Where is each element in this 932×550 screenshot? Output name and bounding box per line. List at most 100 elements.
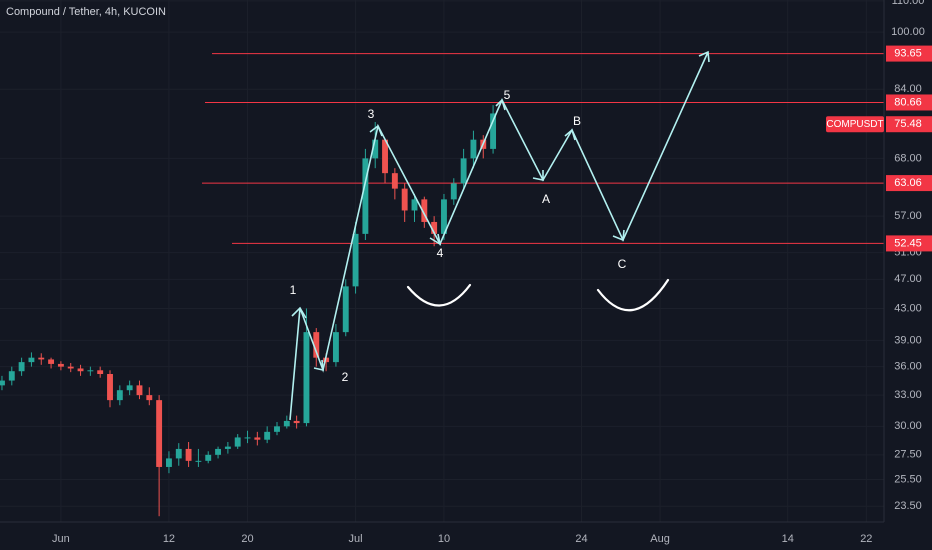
candle-body (77, 368, 84, 372)
y-tick-label: 84.00 (894, 83, 922, 95)
candle-body (156, 400, 163, 467)
candle-body (136, 385, 143, 396)
grid (0, 0, 884, 522)
arrow-head (291, 306, 307, 319)
level-label-box (886, 235, 932, 252)
arrow-head (564, 128, 576, 141)
arrow-head (612, 229, 625, 242)
candle-body (283, 420, 290, 427)
candle-body (18, 362, 25, 372)
y-tick-label: 47.00 (894, 273, 922, 285)
axes: 23.50 25.50 27.50 30.00 33.00 36.00 39.00 43.00… (52, 0, 932, 545)
y-tick-label: 36.00 (894, 361, 922, 373)
arrow-head (313, 359, 324, 372)
level-label: 52.45 (894, 237, 922, 249)
candle-body (362, 158, 369, 234)
candle-body (264, 431, 271, 440)
y-tick-label: 100.00 (891, 26, 925, 38)
level-label: 80.66 (894, 96, 922, 108)
y-tick-label: 43.00 (894, 302, 922, 314)
x-tick-label: 14 (782, 533, 794, 545)
candle-body (391, 173, 398, 189)
wave-label: 3 (368, 107, 375, 121)
candle-body (382, 139, 388, 174)
wave-label: 5 (504, 88, 511, 102)
x-tick-label: Jul (349, 533, 363, 545)
candle-body (450, 183, 457, 200)
candle-body (244, 437, 251, 439)
candle-body (293, 420, 300, 424)
wave-label: 2 (342, 370, 349, 384)
candle-body (67, 366, 74, 369)
arrow-head (495, 98, 506, 111)
candle-body (470, 139, 477, 159)
candle-body (146, 395, 153, 401)
candle-body (28, 357, 35, 363)
smile-curve (596, 278, 670, 312)
wave-labels: 1 2 3 4 5 A B C (290, 88, 627, 384)
smile-drawings (406, 278, 670, 312)
candle-body (116, 390, 123, 401)
wave-label: B (573, 114, 581, 128)
x-tick-label: Aug (650, 533, 670, 545)
level-label-box (886, 175, 932, 192)
candles (0, 105, 497, 517)
x-tick-label: 10 (438, 533, 450, 545)
candle-body (460, 158, 467, 184)
x-tick-label: 12 (163, 533, 175, 545)
y-tick-label: 27.50 (894, 449, 922, 461)
arrow-head (532, 170, 544, 181)
candle-body (126, 385, 133, 391)
wave-label: 1 (290, 283, 297, 297)
candle-body (97, 370, 104, 374)
candle-body (8, 371, 15, 381)
y-tick-label: 110.00 (892, 0, 925, 7)
price-name: COMPUSDT (826, 119, 883, 130)
y-tick-label: 25.50 (894, 473, 922, 485)
candle-body (0, 380, 5, 386)
candle-body (274, 426, 280, 432)
y-tick-label: 23.50 (894, 500, 922, 512)
x-tick-label: 22 (860, 533, 872, 545)
candle-body (165, 458, 172, 467)
candle-body (254, 437, 261, 440)
candle-body (185, 448, 192, 461)
candle-body (38, 357, 45, 360)
candle-body (107, 373, 113, 401)
candle-body (87, 370, 94, 372)
candle-body (431, 221, 438, 234)
candle-body (441, 199, 447, 234)
candle-body (490, 113, 497, 149)
arrow-head (369, 124, 383, 137)
candle-body (313, 332, 320, 358)
level-label: 93.65 (894, 47, 922, 59)
price-value-box (886, 116, 932, 133)
arrow-head (698, 50, 710, 63)
smile-curve (406, 283, 472, 307)
wave-path (289, 51, 709, 421)
wave-label: C (618, 257, 627, 271)
x-tick-label: 24 (575, 533, 587, 545)
y-tick-label: 30.00 (894, 420, 922, 432)
levels (202, 53, 884, 244)
candle-body (401, 188, 408, 211)
y-tick-label: 57.00 (894, 210, 922, 222)
wave-drawing (289, 50, 710, 421)
candle-body (48, 359, 55, 364)
candle-body (205, 454, 212, 461)
candle-body (57, 363, 64, 367)
candle-body (224, 446, 231, 449)
y-tick-label: 68.00 (894, 152, 922, 164)
x-tick-label: Jun (52, 533, 70, 545)
candle-body (195, 460, 202, 462)
candle-body (342, 286, 349, 333)
candle-body (352, 233, 359, 287)
candle-body (372, 139, 379, 159)
arrow-head (429, 233, 442, 246)
candle-body (215, 448, 221, 455)
price-name-box (826, 116, 884, 133)
candle-body (411, 199, 418, 211)
level-label-box (886, 45, 932, 62)
